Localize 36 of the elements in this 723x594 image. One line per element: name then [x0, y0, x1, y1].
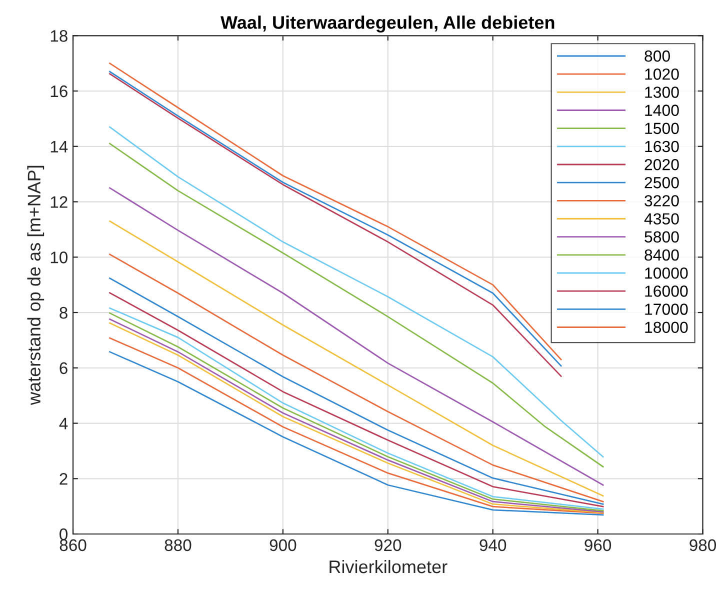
- legend-label: 8400: [644, 249, 679, 261]
- legend-label: 1630: [645, 140, 679, 152]
- x-tick-label: 920: [374, 539, 402, 552]
- legend-label: 10000: [645, 267, 688, 279]
- legend-label: 16000: [645, 286, 688, 297]
- x-tick-label: 860: [60, 539, 86, 552]
- legend-label: 800: [644, 50, 670, 62]
- legend-label: 18000: [645, 322, 688, 333]
- y-tick-label: 18: [50, 30, 68, 42]
- x-tick-label: 880: [164, 539, 192, 552]
- legend-label: 1020: [645, 68, 679, 80]
- legend-label: 5800: [644, 231, 679, 243]
- legend-label: 3220: [644, 195, 679, 206]
- y-axis-title: waterstand op de as [m+NAP]: [27, 166, 44, 406]
- legend-label: 1400: [645, 104, 679, 116]
- legend-label: 1300: [645, 86, 679, 98]
- x-tick-label: 980: [690, 539, 716, 552]
- x-tick-label: 900: [270, 539, 296, 552]
- y-tick-label: 0: [60, 528, 68, 540]
- legend-label: 1500: [645, 122, 679, 134]
- y-tick-label: 2: [60, 473, 68, 485]
- legend-label: 2020: [644, 158, 679, 170]
- y-tick-label: 8: [60, 306, 68, 319]
- y-tick-label: 10: [50, 252, 68, 264]
- legend-label: 4350: [644, 213, 679, 224]
- x-tick-label: 940: [480, 539, 506, 552]
- legend-label: 2500: [644, 177, 679, 188]
- chart-title: Waal, Uiterwaardegeulen, Alle debieten: [220, 16, 554, 33]
- y-tick-label: 4: [59, 418, 68, 430]
- y-tick-label: 6: [60, 362, 68, 374]
- legend-label: 17000: [645, 304, 688, 315]
- y-tick-label: 16: [50, 85, 68, 98]
- y-tick-label: 12: [50, 196, 68, 208]
- y-tick-label: 14: [50, 140, 68, 152]
- x-tick-label: 960: [584, 539, 612, 552]
- x-axis-title: Rivierkilometer: [330, 560, 448, 574]
